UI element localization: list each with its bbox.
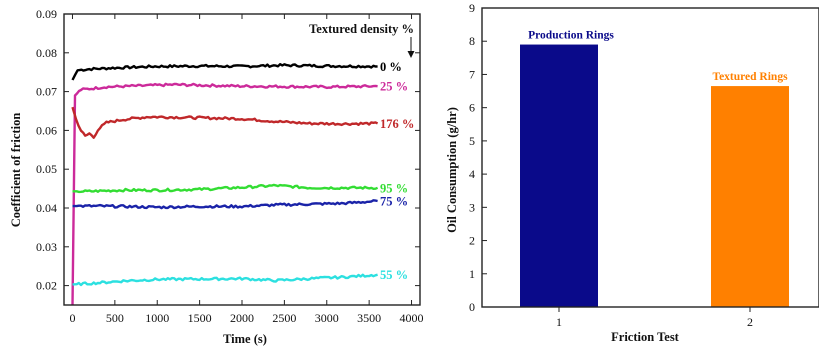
y-tick-label: 0.05 xyxy=(36,162,57,176)
bar-label-1: Production Rings xyxy=(528,30,614,42)
y-tick-label: 8 xyxy=(469,34,475,48)
chart2-bars: Production Rings Textured Rings xyxy=(520,30,789,308)
y-tick-label: 0.07 xyxy=(36,85,57,99)
series-line-176 xyxy=(71,106,379,139)
series-line-25 xyxy=(71,82,378,306)
x-tick-label: 0 xyxy=(69,311,75,325)
chart1-series xyxy=(71,63,379,306)
y-tick-label: 0 xyxy=(469,300,475,314)
chart2-x-axis-title: Friction Test xyxy=(611,330,680,344)
y-tick-label: 7 xyxy=(469,67,475,81)
y-tick-label: 1 xyxy=(469,267,475,281)
oil-consumption-chart: Oil Consumption (g/hr) Friction Test 0 1 2… xyxy=(445,1,819,344)
x-tick-label: 2000 xyxy=(230,311,254,325)
x-tick-label: 3000 xyxy=(315,311,339,325)
y-tick-label: 2 xyxy=(469,234,475,248)
y-tick-label: 6 xyxy=(469,101,475,115)
y-tick-label: 4 xyxy=(469,167,475,181)
series-line-95 xyxy=(72,183,379,194)
x-tick-label: 500 xyxy=(106,311,124,325)
bar-2 xyxy=(711,86,789,307)
y-tick-label: 3 xyxy=(469,200,475,214)
x-tick-label: 1500 xyxy=(188,311,212,325)
bar-label-2: Textured Rings xyxy=(712,71,788,83)
y-tick-label: 5 xyxy=(469,134,475,148)
series-label-95: 95 % xyxy=(380,181,408,195)
x-tick-label: 2 xyxy=(747,315,753,329)
y-tick-label: 0.08 xyxy=(36,46,57,60)
series-line-55 xyxy=(72,273,378,287)
series-label-75: 75 % xyxy=(380,195,408,209)
chart1-y-axis-title: Coefficient of friction xyxy=(9,113,23,228)
friction-chart: Coefficient of friction Time (s) Texture… xyxy=(9,7,424,346)
series-label-25: 25 % xyxy=(380,80,408,94)
y-tick-label: 0.02 xyxy=(36,279,57,293)
chart2-plot-frame xyxy=(481,7,819,308)
chart1-series-labels: 0 % 25 % 176 % 95 %75 % 55 % xyxy=(380,60,414,282)
series-label-176: 176 % xyxy=(380,117,414,131)
x-tick-label: 2500 xyxy=(272,311,296,325)
y-tick-label: 9 xyxy=(469,1,475,15)
x-tick-label: 4000 xyxy=(400,311,424,325)
series-line-0 xyxy=(71,63,378,81)
y-tick-label: 0.03 xyxy=(36,240,57,254)
legend-arrow xyxy=(407,37,415,58)
chart2-y-axis-title: Oil Consumption (g/hr) xyxy=(445,107,459,233)
chart1-legend-title: Textured density % xyxy=(309,22,414,36)
y-tick-label: 0.06 xyxy=(36,123,57,137)
y-tick-label: 0.04 xyxy=(36,201,57,215)
x-tick-label: 1 xyxy=(556,315,562,329)
chart1-x-axis-title: Time (s) xyxy=(223,332,267,346)
series-label-0: 0 % xyxy=(380,60,402,74)
series-line-75 xyxy=(72,199,378,210)
bar-1 xyxy=(520,44,598,308)
series-label-55: 55 % xyxy=(380,268,408,282)
chart1-ticks: 0.02 0.03 0.04 0.05 0.06 0.07 0.08 0.09 0 500 1000… xyxy=(36,7,424,325)
x-tick-label: 3500 xyxy=(357,311,381,325)
chart2-ticks: 0 1 2 3 4 5 6 7 8 9 1 2 xyxy=(469,1,753,329)
x-tick-label: 1000 xyxy=(145,311,169,325)
y-tick-label: 0.09 xyxy=(36,7,57,21)
chart1-plot-frame xyxy=(63,13,421,306)
